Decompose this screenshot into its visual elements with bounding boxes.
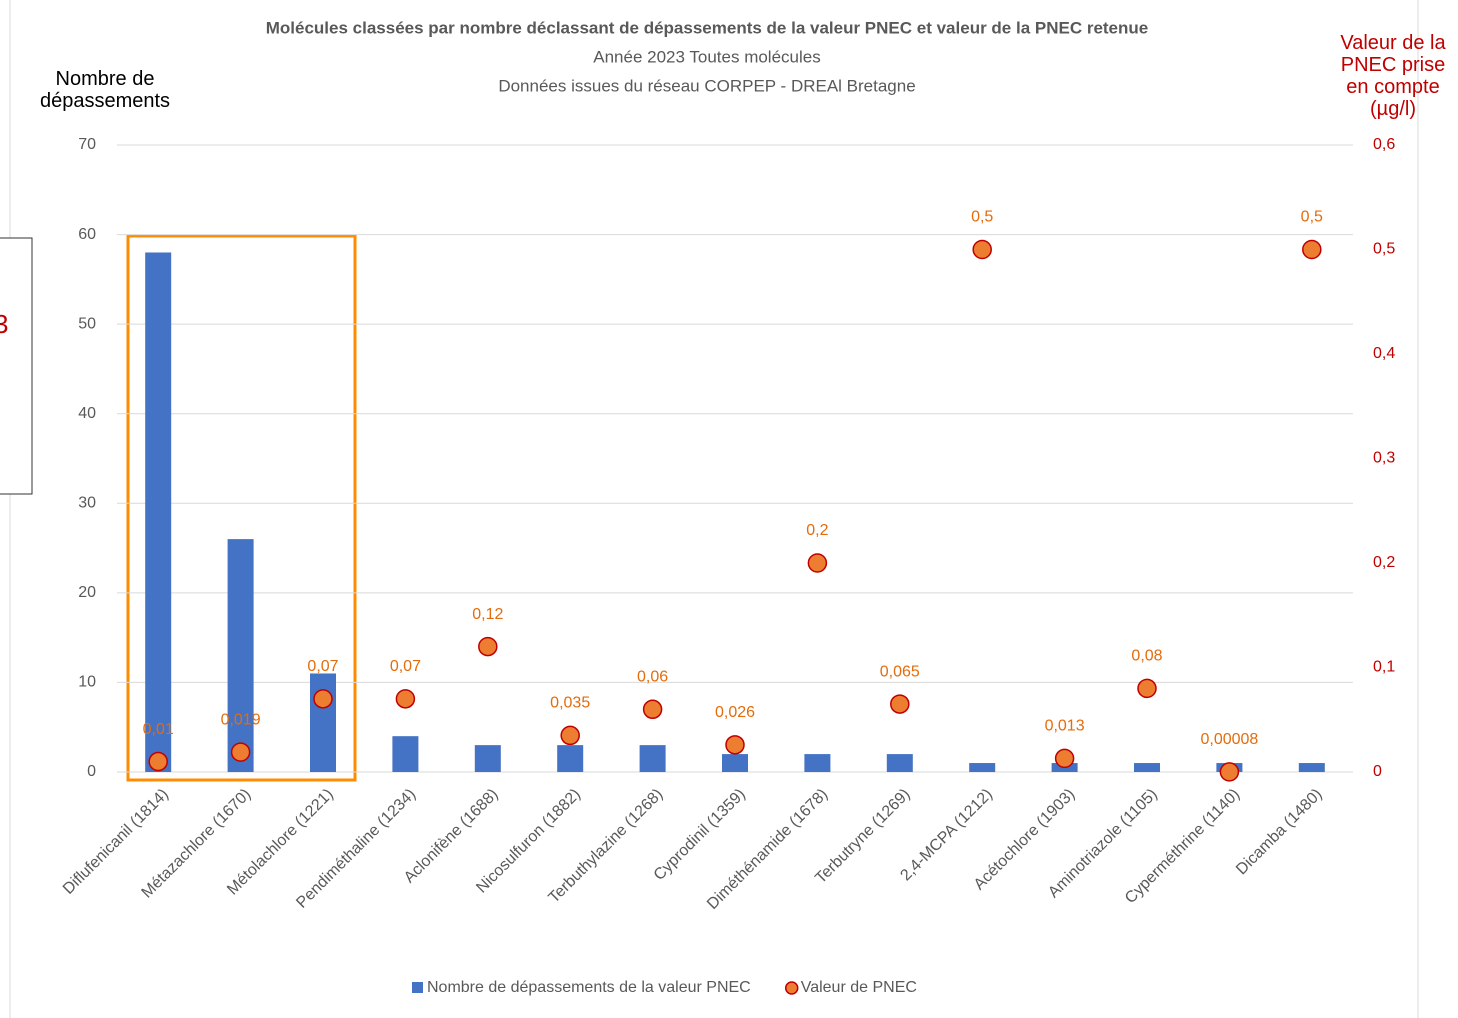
y2-tick-label: 0 xyxy=(1373,763,1382,780)
marker xyxy=(230,742,251,762)
annotation: 3 xyxy=(0,309,8,339)
marker xyxy=(725,735,745,755)
marker xyxy=(313,689,333,709)
bar xyxy=(804,754,831,772)
y2-axis-title: Valeur de la PNEC prise en compte (µg/l) xyxy=(1340,32,1446,120)
marker xyxy=(395,689,416,709)
bar xyxy=(557,745,584,772)
y-tick-label: 10 xyxy=(78,674,96,691)
value-label: 0,019 xyxy=(221,711,261,728)
value-label: 0,013 xyxy=(1045,718,1085,735)
marker xyxy=(148,751,168,772)
marker xyxy=(972,239,992,260)
y2-tick-label: 0,1 xyxy=(1373,659,1395,676)
value-label: 0,065 xyxy=(880,663,920,680)
y2-tick-label: 0,4 xyxy=(1373,345,1395,362)
value-label: 0,026 xyxy=(715,704,755,721)
y-tick-label: 30 xyxy=(78,495,96,512)
value-label: 0,08 xyxy=(1131,648,1162,665)
legend-swatch xyxy=(784,981,799,995)
marker xyxy=(1302,239,1322,260)
value-label: 0,5 xyxy=(1301,209,1323,226)
chart-border xyxy=(9,0,1419,1018)
y2-tick-label: 0,2 xyxy=(1373,554,1395,571)
bar xyxy=(145,252,172,772)
bar xyxy=(1298,763,1325,772)
value-label: 0,07 xyxy=(390,658,421,675)
value-label: 0,07 xyxy=(307,658,338,675)
y-tick-label: 60 xyxy=(78,226,96,243)
y-tick-label: 0 xyxy=(87,763,96,780)
y2-tick-label: 0,6 xyxy=(1373,136,1395,153)
marker xyxy=(560,725,580,746)
y2-tick-label: 0,3 xyxy=(1373,450,1395,467)
bar xyxy=(1134,763,1160,772)
marker xyxy=(642,699,663,720)
y2-tick-label: 0,5 xyxy=(1373,241,1395,258)
annotation-box xyxy=(0,237,33,495)
highlight-box xyxy=(126,234,357,782)
legend-label: Nombre de dépassements de la valeur PNEC xyxy=(427,979,751,996)
y-tick-label: 50 xyxy=(78,315,96,332)
value-label: 0,00008 xyxy=(1200,731,1258,748)
bar xyxy=(886,754,913,772)
marker xyxy=(478,636,498,657)
value-label: 0,06 xyxy=(637,669,668,686)
bar xyxy=(310,673,336,772)
legend-swatch xyxy=(412,982,423,993)
y-tick-label: 40 xyxy=(78,405,96,422)
y-axis-title: Nombre de dépassements xyxy=(39,68,171,112)
legend-label: Valeur de PNEC xyxy=(801,979,917,996)
value-label: 0,12 xyxy=(472,606,503,623)
chart-subtitle: Données issues du réseau CORPEP - DREAl … xyxy=(498,76,915,95)
value-label: 0,5 xyxy=(971,209,993,226)
value-label: 0,035 xyxy=(550,695,590,712)
bar xyxy=(722,754,748,772)
marker xyxy=(807,553,828,573)
bar xyxy=(392,736,419,772)
value-label: 0,01 xyxy=(143,721,174,738)
y-tick-label: 70 xyxy=(78,136,96,153)
marker xyxy=(1219,762,1240,782)
bar xyxy=(227,539,254,772)
x-tick-label: Dicamba (1480) xyxy=(1233,786,1326,879)
chart-title: Molécules classées par nombre déclassant… xyxy=(266,18,1149,37)
bar xyxy=(474,745,501,772)
marker xyxy=(1054,748,1075,769)
chart-subtitle: Année 2023 Toutes molécules xyxy=(593,47,820,66)
x-tick-label: Cyprodinil (1359) xyxy=(651,786,749,884)
marker xyxy=(1137,678,1157,699)
y-tick-label: 20 xyxy=(78,584,96,601)
bar xyxy=(969,763,996,772)
bar xyxy=(639,745,666,772)
marker xyxy=(890,694,910,714)
value-label: 0,2 xyxy=(806,522,828,539)
